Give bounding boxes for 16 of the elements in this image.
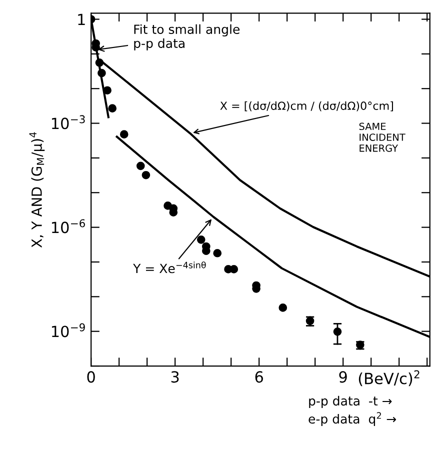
- y-tick-label: 10$^{−3}$: [52, 115, 85, 130]
- text: p-p data -t →: [309, 396, 392, 408]
- annotation: SAME INCIDENT ENERGY: [359, 122, 406, 152]
- x-tick-label: 6: [255, 371, 263, 383]
- annotation: Y = Xe$^{−4sinθ}$: [133, 262, 206, 274]
- x-axis-title: (BeV/c)$^{2}$: [358, 370, 420, 386]
- x-tick-label: 9: [339, 371, 347, 383]
- x-tick-label: 3: [171, 371, 179, 383]
- annotation: Fit to small angle p-p data: [134, 24, 240, 50]
- y-axis-title: X, Y AND (G$_{M}$/μ)$^{4}$: [29, 132, 45, 248]
- annotation: X = [(dσ/dΩ)cm / (dσ/dΩ)0°cm]: [220, 101, 393, 112]
- y-tick-label: 10$^{−6}$: [52, 219, 85, 234]
- x-tick-label: 0: [87, 371, 95, 383]
- y-tick-label: 1: [78, 14, 85, 26]
- y-tick-label: 10$^{−9}$: [52, 323, 85, 338]
- text: e-p data q$^{2}$ →: [308, 412, 396, 426]
